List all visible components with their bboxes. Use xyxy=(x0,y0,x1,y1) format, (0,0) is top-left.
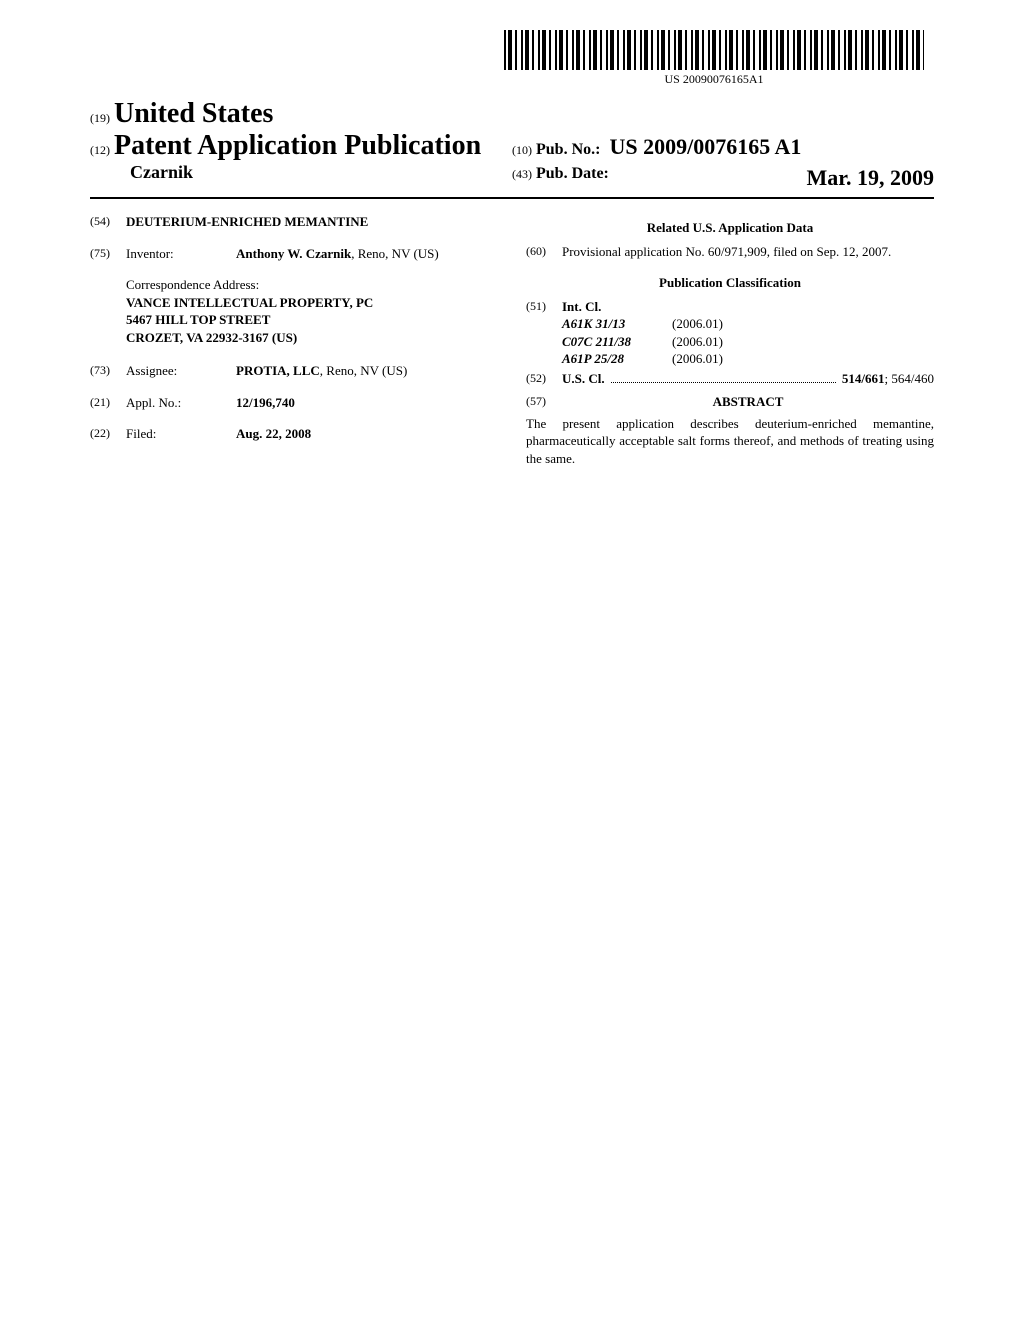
header: (19) United States (12) Patent Applicati… xyxy=(90,98,934,191)
dot-leader xyxy=(611,381,836,383)
country: United States xyxy=(114,98,273,129)
abstract-text: The present application describes deuter… xyxy=(526,415,934,468)
uscl-rest: ; 564/460 xyxy=(885,371,934,386)
uscl-bold: 514/661 xyxy=(842,371,885,386)
assignee-value: PROTIA, LLC, Reno, NV (US) xyxy=(236,362,498,380)
inventor-value: Anthony W. Czarnik, Reno, NV (US) xyxy=(236,245,498,263)
provisional-text: Provisional application No. 60/971,909, … xyxy=(562,243,934,261)
body-columns: (54) DEUTERIUM-ENRICHED MEMANTINE (75) I… xyxy=(90,213,934,468)
barcode: US 20090076165A1 xyxy=(504,30,924,87)
filed-value: Aug. 22, 2008 xyxy=(236,425,498,443)
inventor-row: (75) Inventor: Anthony W. Czarnik, Reno,… xyxy=(90,245,498,263)
filed-row: (22) Filed: Aug. 22, 2008 xyxy=(90,425,498,443)
intcl-label: Int. Cl. xyxy=(562,298,934,316)
code-51: (51) xyxy=(526,298,562,368)
uscl-row: (52) U.S. Cl. 514/661; 564/460 xyxy=(526,370,934,388)
corr-line1: VANCE INTELLECTUAL PROPERTY, PC xyxy=(126,294,498,312)
intcl-item: C07C 211/38 (2006.01) xyxy=(562,333,934,351)
intcl-year-0: (2006.01) xyxy=(672,315,934,333)
pub-no-value: US 2009/0076165 A1 xyxy=(609,134,801,159)
assignee-row: (73) Assignee: PROTIA, LLC, Reno, NV (US… xyxy=(90,362,498,380)
assignee-name: PROTIA, LLC xyxy=(236,363,320,378)
intcl-item: A61K 31/13 (2006.01) xyxy=(562,315,934,333)
abstract-heading-row: (57) ABSTRACT xyxy=(526,393,934,411)
intcl-code-0: A61K 31/13 xyxy=(562,315,672,333)
intcl-year-2: (2006.01) xyxy=(672,350,934,368)
corr-line2: 5467 HILL TOP STREET xyxy=(126,311,498,329)
pubclass-heading: Publication Classification xyxy=(526,274,934,292)
intcl-code-1: C07C 211/38 xyxy=(562,333,672,351)
pub-date-value: Mar. 19, 2009 xyxy=(806,165,934,191)
uscl-values: 514/661; 564/460 xyxy=(842,370,934,388)
code-57: (57) xyxy=(526,393,562,411)
intcl-row: (51) Int. Cl. A61K 31/13 (2006.01) C07C … xyxy=(526,298,934,368)
publication-type: Patent Application Publication xyxy=(114,130,481,161)
author-surname: Czarnik xyxy=(90,162,512,183)
code-73: (73) xyxy=(90,362,126,380)
appl-row: (21) Appl. No.: 12/196,740 xyxy=(90,394,498,412)
code-19: (19) xyxy=(90,111,110,125)
abstract-label: ABSTRACT xyxy=(562,393,934,411)
appl-value: 12/196,740 xyxy=(236,394,498,412)
code-21: (21) xyxy=(90,394,126,412)
uscl-label: U.S. Cl. xyxy=(562,370,605,388)
assignee-loc: , Reno, NV (US) xyxy=(320,363,408,378)
code-75: (75) xyxy=(90,245,126,263)
inventor-name: Anthony W. Czarnik xyxy=(236,246,351,261)
code-54: (54) xyxy=(90,213,126,231)
provisional-row: (60) Provisional application No. 60/971,… xyxy=(526,243,934,261)
divider xyxy=(90,197,934,199)
title-row: (54) DEUTERIUM-ENRICHED MEMANTINE xyxy=(90,213,498,231)
code-43: (43) xyxy=(512,167,532,181)
related-heading: Related U.S. Application Data xyxy=(526,219,934,237)
code-12: (12) xyxy=(90,143,110,157)
right-column: Related U.S. Application Data (60) Provi… xyxy=(526,213,934,468)
intcl-year-1: (2006.01) xyxy=(672,333,934,351)
filed-label: Filed: xyxy=(126,425,236,443)
invention-title: DEUTERIUM-ENRICHED MEMANTINE xyxy=(126,213,368,231)
left-column: (54) DEUTERIUM-ENRICHED MEMANTINE (75) I… xyxy=(90,213,498,468)
barcode-text: US 20090076165A1 xyxy=(504,72,924,87)
intcl-item: A61P 25/28 (2006.01) xyxy=(562,350,934,368)
code-22: (22) xyxy=(90,425,126,443)
barcode-region: US 20090076165A1 xyxy=(90,30,934,88)
assignee-label: Assignee: xyxy=(126,362,236,380)
pub-no-label: Pub. No.: xyxy=(536,141,600,158)
appl-label: Appl. No.: xyxy=(126,394,236,412)
corr-label: Correspondence Address: xyxy=(126,276,498,294)
barcode-bars xyxy=(504,30,924,70)
inventor-label: Inventor: xyxy=(126,245,236,263)
pub-date-label: Pub. Date: xyxy=(536,165,609,182)
code-60: (60) xyxy=(526,243,562,261)
inventor-loc: , Reno, NV (US) xyxy=(351,246,439,261)
corr-line3: CROZET, VA 22932-3167 (US) xyxy=(126,329,498,347)
correspondence-block: Correspondence Address: VANCE INTELLECTU… xyxy=(126,276,498,346)
code-10: (10) xyxy=(512,143,532,157)
intcl-code-2: A61P 25/28 xyxy=(562,350,672,368)
code-52: (52) xyxy=(526,370,562,388)
